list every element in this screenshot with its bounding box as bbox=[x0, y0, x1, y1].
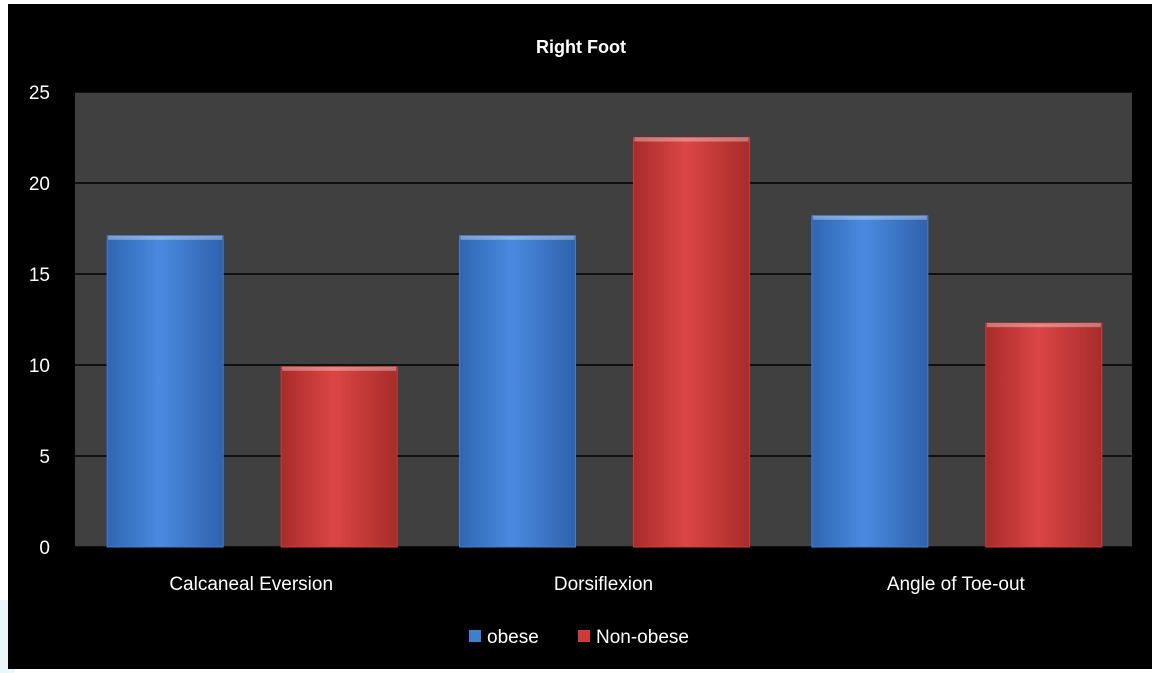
chart-title: Right Foot bbox=[536, 37, 626, 57]
legend-swatch-non-obese bbox=[578, 630, 590, 642]
bar-highlight bbox=[108, 235, 223, 240]
y-tick-label: 25 bbox=[29, 83, 50, 104]
x-tick-label: Angle of Toe-out bbox=[887, 574, 1026, 595]
x-tick-label: Dorsiflexion bbox=[554, 574, 653, 595]
y-tick-label: 15 bbox=[29, 265, 50, 286]
legend-label-non-obese: Non-obese bbox=[596, 627, 689, 648]
bar-highlight bbox=[634, 137, 749, 142]
bar-obese-2 bbox=[811, 215, 929, 548]
bar-non-obese-2 bbox=[985, 322, 1103, 548]
legend: obese Non-obese bbox=[469, 627, 689, 648]
bar-highlight bbox=[986, 323, 1101, 328]
bar-highlight bbox=[812, 215, 927, 220]
bar-obese-0 bbox=[106, 235, 224, 548]
y-tick-label: 10 bbox=[29, 356, 50, 377]
bar-non-obese-0 bbox=[280, 366, 398, 548]
y-tick-label: 0 bbox=[39, 538, 50, 559]
x-tick-label: Calcaneal Eversion bbox=[169, 574, 333, 595]
plot-area bbox=[75, 92, 1132, 547]
legend-swatch-obese bbox=[469, 630, 481, 642]
bar-obese-1 bbox=[459, 235, 576, 548]
bar-non-obese-1 bbox=[633, 137, 750, 548]
bar-highlight bbox=[282, 366, 397, 371]
y-tick-label: 5 bbox=[39, 447, 50, 468]
bar-highlight bbox=[460, 235, 575, 240]
y-tick-label: 20 bbox=[29, 174, 50, 195]
legend-label-obese: obese bbox=[487, 627, 539, 648]
